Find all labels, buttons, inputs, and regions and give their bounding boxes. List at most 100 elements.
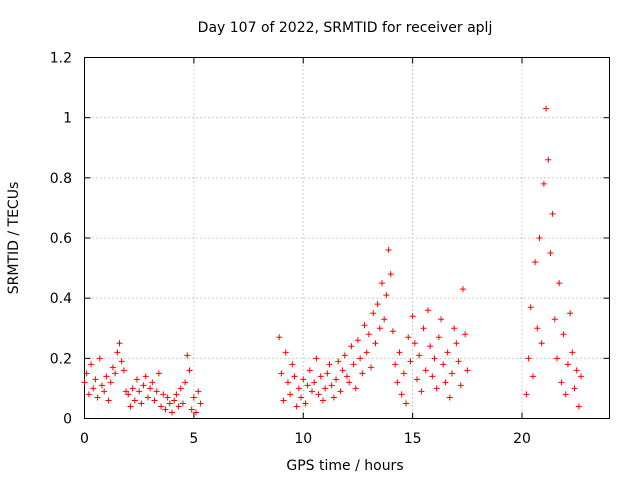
- data-point: [315, 391, 322, 398]
- data-point: [368, 364, 375, 371]
- data-point: [182, 379, 189, 386]
- data-point: [280, 397, 287, 404]
- data-point: [551, 316, 558, 323]
- data-point: [444, 349, 451, 356]
- data-point: [151, 397, 158, 404]
- data-point: [158, 403, 165, 410]
- data-point: [449, 370, 455, 377]
- data-point: [129, 385, 136, 392]
- data-point: [562, 391, 569, 398]
- data-point: [455, 358, 462, 365]
- data-point: [125, 391, 132, 398]
- data-point: [289, 361, 296, 368]
- data-point: [179, 400, 186, 407]
- data-point: [525, 355, 532, 362]
- data-point: [197, 400, 204, 407]
- data-point: [350, 361, 357, 368]
- x-tick-label: 0: [80, 431, 89, 447]
- data-point: [389, 328, 396, 335]
- data-point: [346, 379, 353, 386]
- data-point: [171, 397, 178, 404]
- x-tick-label: 15: [404, 431, 422, 447]
- data-point: [101, 388, 108, 395]
- data-point: [304, 382, 311, 389]
- data-point: [578, 373, 585, 380]
- y-tick-label: 0.8: [50, 171, 72, 187]
- data-point: [527, 304, 534, 311]
- data-point: [322, 385, 329, 392]
- data-point: [326, 361, 333, 368]
- data-point: [534, 325, 541, 332]
- data-points: [81, 105, 585, 416]
- data-point: [420, 325, 427, 332]
- data-point: [287, 391, 294, 398]
- data-point: [149, 379, 156, 386]
- data-point: [107, 379, 114, 386]
- y-tick-labels: 0 0.2 0.4 0.6 0.8 1 1.2: [50, 51, 72, 428]
- data-point: [451, 325, 458, 332]
- data-point: [295, 385, 302, 392]
- data-point: [575, 403, 582, 410]
- data-point: [564, 361, 571, 368]
- data-point: [169, 409, 175, 416]
- data-point: [440, 361, 447, 368]
- data-point: [365, 331, 372, 338]
- data-point: [109, 364, 116, 371]
- data-point: [554, 355, 560, 362]
- data-point: [291, 373, 298, 380]
- data-point: [387, 271, 394, 278]
- data-point: [142, 373, 149, 380]
- data-point: [545, 156, 552, 163]
- data-point: [311, 379, 318, 386]
- data-point: [335, 358, 342, 365]
- data-point: [293, 403, 300, 410]
- data-point: [446, 394, 453, 401]
- data-point: [134, 376, 140, 383]
- data-point: [90, 385, 97, 392]
- data-point: [405, 334, 412, 341]
- data-point: [372, 340, 379, 347]
- data-point: [186, 367, 193, 374]
- data-point: [88, 361, 95, 368]
- data-point: [99, 382, 105, 389]
- data-point: [94, 394, 101, 401]
- data-point: [313, 355, 320, 362]
- data-point: [337, 388, 344, 395]
- data-point: [96, 355, 103, 362]
- data-point: [418, 388, 425, 395]
- data-point: [567, 310, 574, 317]
- data-point: [114, 349, 121, 356]
- data-point: [400, 370, 407, 377]
- data-point: [385, 247, 392, 254]
- data-point: [558, 379, 565, 386]
- y-tick-label: 0.2: [50, 351, 72, 367]
- data-point: [424, 307, 431, 314]
- data-point: [523, 391, 530, 398]
- data-point: [173, 391, 180, 398]
- grid: [84, 57, 610, 419]
- data-point: [383, 292, 390, 299]
- y-tick-label: 0: [63, 412, 72, 428]
- x-tick-label: 10: [294, 431, 312, 447]
- data-point: [175, 403, 182, 410]
- data-point: [433, 385, 440, 392]
- data-point: [429, 373, 436, 380]
- data-point: [162, 406, 169, 413]
- data-point: [370, 310, 377, 317]
- data-point: [435, 334, 442, 341]
- data-point: [357, 355, 364, 362]
- data-point: [105, 397, 112, 404]
- data-point: [188, 406, 195, 413]
- data-point: [394, 379, 401, 386]
- x-tick-labels: 0 5 10 15 20: [80, 431, 531, 447]
- data-point: [302, 400, 309, 407]
- data-point: [411, 340, 418, 347]
- data-point: [464, 367, 471, 374]
- data-point: [407, 358, 414, 365]
- data-point: [317, 373, 324, 380]
- data-point: [431, 355, 438, 362]
- data-point: [85, 391, 92, 398]
- data-point: [459, 286, 466, 293]
- data-point: [442, 379, 449, 386]
- data-point: [438, 316, 445, 323]
